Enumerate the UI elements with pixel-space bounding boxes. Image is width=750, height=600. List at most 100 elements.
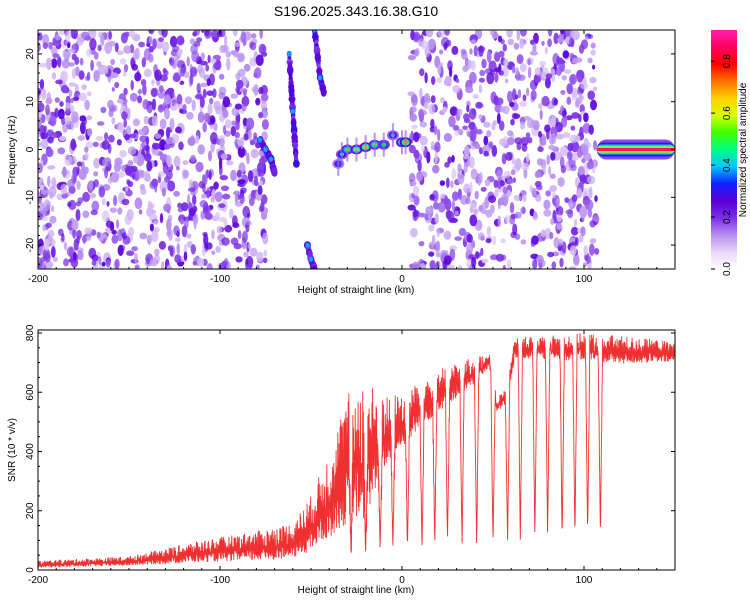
noise-blob <box>452 85 461 93</box>
colorbar-tick-label: 0.6 <box>722 106 733 120</box>
noise-blob <box>579 181 584 190</box>
noise-blob <box>483 121 491 128</box>
noise-blob <box>78 92 87 102</box>
noise-blob <box>100 65 109 75</box>
noise-blob <box>571 112 580 119</box>
noise-blob <box>570 226 579 236</box>
noise-blob <box>91 254 99 262</box>
noise-blob <box>214 60 221 70</box>
noise-blob <box>477 174 482 186</box>
noise-blob <box>536 158 544 166</box>
noise-blob <box>163 94 172 105</box>
noise-blob <box>40 209 46 215</box>
noise-blob <box>158 241 166 250</box>
noise-blob <box>73 238 79 251</box>
noise-blob <box>63 258 69 267</box>
noise-blob <box>116 139 122 146</box>
noise-blob <box>488 60 497 73</box>
noise-blob <box>505 151 513 161</box>
noise-blob <box>157 171 165 178</box>
noise-blob <box>480 209 488 214</box>
noise-blob <box>424 72 428 84</box>
noise-blob <box>45 148 54 158</box>
noise-blob <box>183 243 188 255</box>
noise-blob <box>222 109 229 118</box>
noise-blob <box>128 133 137 138</box>
noise-blob <box>126 250 135 256</box>
noise-blob <box>50 47 58 55</box>
noise-blob <box>161 187 166 197</box>
noise-blob <box>182 160 189 165</box>
snr-line <box>38 332 675 568</box>
noise-blob <box>491 145 498 157</box>
noise-blob <box>548 165 552 176</box>
signal-streak <box>340 142 343 167</box>
noise-blob <box>250 33 257 39</box>
noise-blob <box>133 155 138 164</box>
noise-blob <box>178 48 183 54</box>
noise-blob <box>593 248 600 255</box>
noise-blob <box>258 158 266 164</box>
noise-blob <box>472 94 479 99</box>
noise-blob <box>108 134 115 143</box>
noise-blob <box>70 30 78 39</box>
noise-blob <box>428 251 435 257</box>
noise-blob <box>153 226 160 233</box>
noise-blob <box>151 98 157 111</box>
noise-blob <box>466 233 473 243</box>
noise-blob <box>136 153 145 167</box>
noise-blob <box>50 246 56 258</box>
noise-blob <box>543 209 552 217</box>
noise-blob <box>539 60 546 67</box>
noise-blob <box>561 75 567 81</box>
noise-blob <box>529 185 533 193</box>
noise-blob <box>517 89 522 99</box>
noise-blob <box>235 79 244 89</box>
noise-blob <box>530 119 536 127</box>
noise-blob <box>213 181 219 190</box>
noise-blob <box>122 70 127 77</box>
noise-blob <box>77 197 84 204</box>
noise-blob <box>560 165 567 174</box>
noise-blob <box>582 187 590 194</box>
noise-blob <box>556 214 562 223</box>
noise-blob <box>151 230 159 243</box>
noise-blob <box>514 158 522 171</box>
noise-blob <box>491 30 498 40</box>
noise-blob <box>546 154 550 165</box>
noise-blob <box>89 192 96 199</box>
noise-blob <box>413 208 417 219</box>
noise-blob <box>213 122 218 132</box>
noise-blob <box>211 229 215 240</box>
noise-blob <box>527 58 531 66</box>
noise-blob <box>458 227 467 237</box>
noise-blob <box>108 30 112 40</box>
noise-blob <box>149 223 154 232</box>
y-tick-label: -20 <box>25 237 36 252</box>
noise-blob <box>174 237 181 243</box>
noise-blob <box>495 253 504 262</box>
noise-blob <box>96 231 101 239</box>
noise-blob <box>501 193 509 204</box>
noise-blob <box>186 56 190 67</box>
noise-blob <box>562 116 568 122</box>
noise-blob <box>526 153 530 163</box>
colorbar-tick-label: 0.8 <box>722 54 733 68</box>
noise-blob <box>38 141 42 148</box>
noise-blob <box>47 175 51 188</box>
noise-blob <box>529 50 539 56</box>
noise-blob <box>230 50 237 55</box>
noise-blob <box>507 38 515 46</box>
noise-blob <box>173 225 180 236</box>
noise-blob <box>233 190 241 196</box>
noise-blob <box>590 99 597 111</box>
noise-blob <box>210 132 218 145</box>
noise-blob <box>419 263 427 269</box>
noise-blob <box>413 131 420 143</box>
noise-blob <box>451 168 457 180</box>
noise-blob <box>440 96 445 104</box>
noise-blob <box>419 135 428 146</box>
noise-blob <box>231 120 237 126</box>
noise-blob <box>54 97 60 103</box>
noise-blob <box>235 86 240 93</box>
